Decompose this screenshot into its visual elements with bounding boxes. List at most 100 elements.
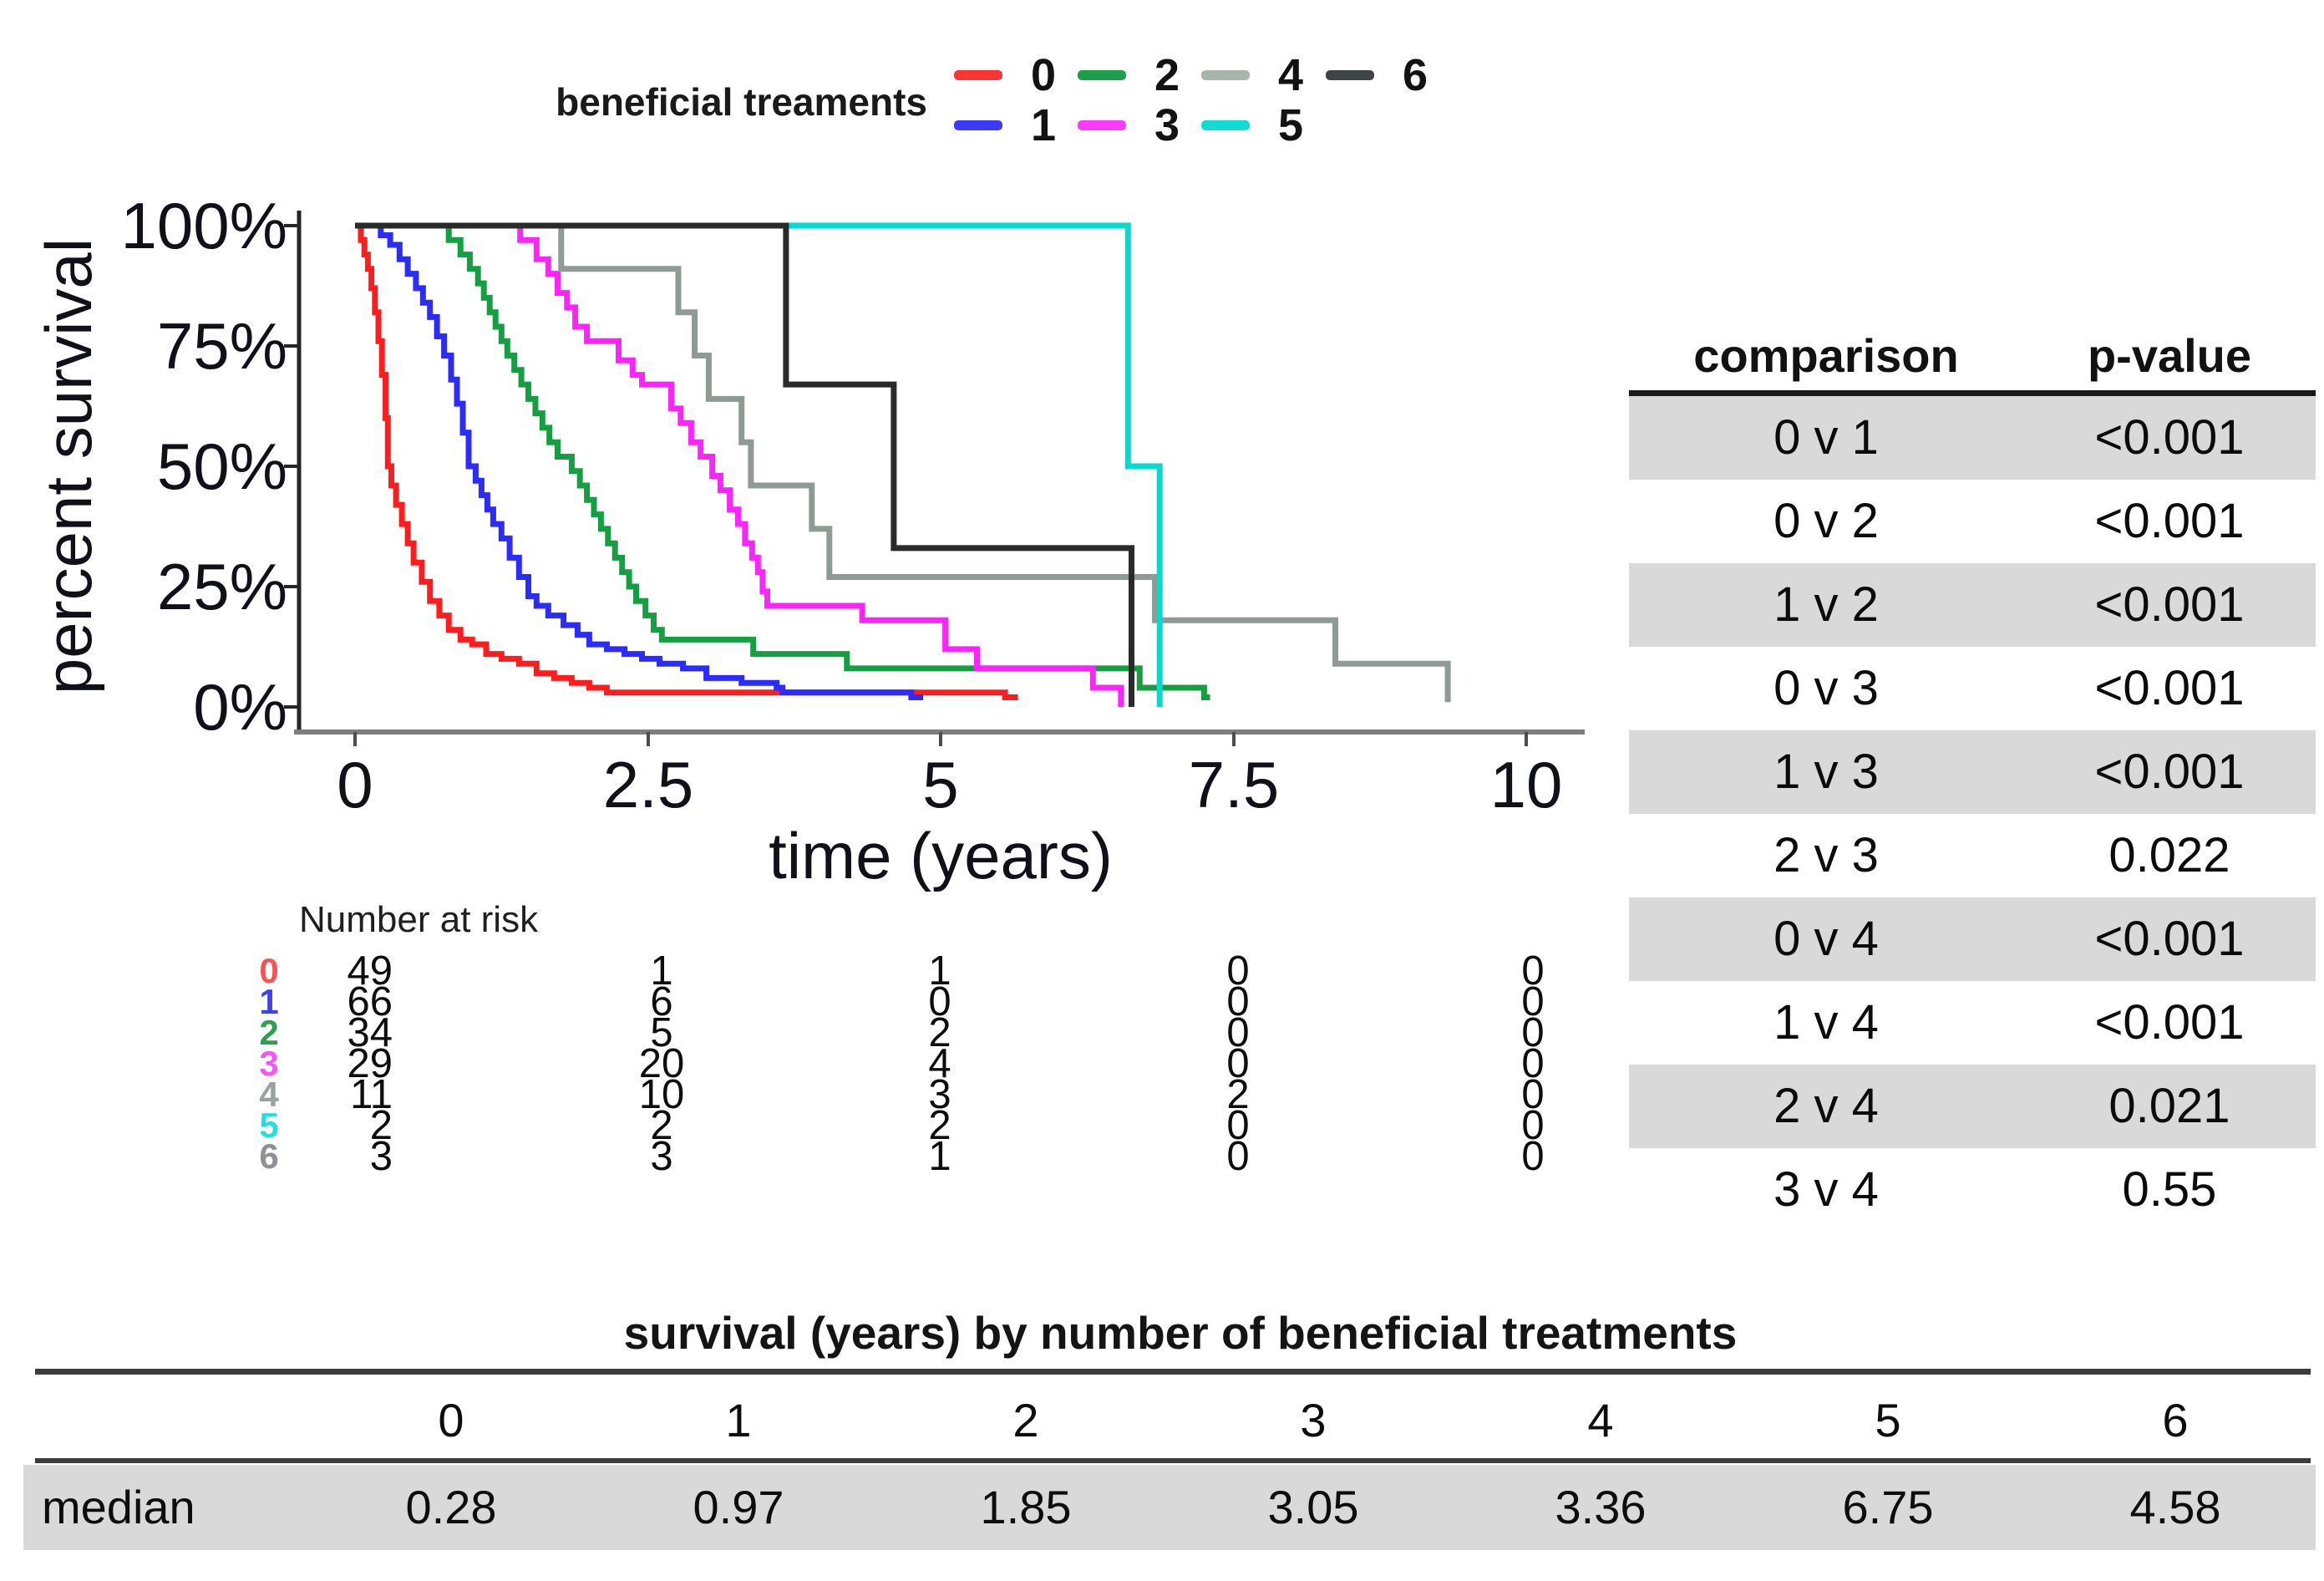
legend-item-2: 2: [1078, 48, 1180, 103]
y-axis-title: percent survival: [32, 237, 105, 695]
p-value-header-label: p-value: [2087, 329, 2252, 382]
comparison-row: 0 v 1 <0.001: [1629, 396, 2316, 480]
x-tick-label-5: 5: [922, 748, 959, 821]
p-value-cell: 0.022: [2108, 828, 2230, 882]
risk-count: 29: [347, 1041, 393, 1086]
x-tick-label-7p5: 7.5: [1188, 748, 1280, 821]
comparison-header-label: comparison: [1693, 329, 1959, 382]
risk-count: 0: [1226, 1010, 1250, 1055]
risk-count: 2: [650, 1103, 673, 1148]
risk-count: 5: [650, 1010, 673, 1055]
risk-row-0: 0 49 1 1 0 0: [0, 950, 1671, 992]
risk-count: 0: [1521, 1010, 1545, 1055]
comparison-cell: 1 v 2: [1773, 577, 1879, 632]
median-row-band: [23, 1465, 2316, 1550]
legend-swatch-2-icon: [1078, 70, 1126, 80]
legend-label-0: 0: [1031, 50, 1057, 100]
comparison-cell: 3 v 4: [1773, 1162, 1879, 1217]
legend-swatch-6-icon: [1326, 70, 1374, 80]
risk-count: 0: [1521, 979, 1545, 1024]
comparison-cell: 2 v 4: [1773, 1079, 1879, 1133]
km-curve-4: [355, 222, 1451, 703]
x-tick-label-2p5: 2.5: [602, 748, 694, 821]
comparison-row: 0 v 3 <0.001: [1629, 647, 2316, 730]
risk-count: 0: [1521, 1134, 1545, 1179]
legend-swatch-1-icon: [954, 120, 1002, 130]
p-value-cell: 0.021: [2108, 1079, 2230, 1133]
risk-count: 0: [1521, 1103, 1545, 1148]
comparison-row: 0 v 2 <0.001: [1629, 480, 2316, 563]
comparison-cell: 0 v 1: [1773, 410, 1879, 465]
risk-count: 2: [369, 1103, 393, 1148]
y-tick-label-75: 75%: [156, 309, 287, 383]
comparison-cell: 2 v 3: [1773, 828, 1879, 882]
km-curve-2: [355, 222, 1210, 700]
risk-count: 10: [638, 1072, 685, 1117]
risk-count: 0: [1226, 1134, 1250, 1179]
risk-row-6: 6 3 3 1 0 0: [0, 1136, 1671, 1177]
risk-row-3: 3 29 20 4 0 0: [0, 1043, 1671, 1085]
legend-swatch-4-icon: [1201, 70, 1250, 80]
risk-group-label: 4: [259, 1075, 279, 1114]
comparison-row: 2 v 3 0.022: [1629, 814, 2316, 897]
km-curves: [355, 222, 1451, 707]
x-tick-label-0: 0: [337, 748, 373, 821]
risk-count: 34: [347, 1010, 393, 1055]
median-col-header-0: 0: [438, 1394, 464, 1446]
median-col-header-2: 2: [1012, 1394, 1039, 1446]
p-value-cell: <0.001: [2094, 995, 2245, 1050]
median-col-header-1: 1: [725, 1394, 752, 1446]
median-value-5: 6.75: [1842, 1481, 1934, 1533]
comparison-row: 2 v 4 0.021: [1629, 1065, 2316, 1148]
x-tick-label-10: 10: [1489, 748, 1563, 821]
risk-group-label: 2: [259, 1013, 279, 1052]
p-value-cell: <0.001: [2094, 577, 2245, 632]
comparison-table-header: comparison p-value: [1629, 322, 2316, 390]
p-value-cell: <0.001: [2094, 912, 2245, 966]
median-col-header-3: 3: [1300, 1394, 1327, 1446]
legend-label-3: 3: [1154, 100, 1180, 150]
risk-count: 49: [347, 948, 393, 994]
legend-label-1: 1: [1031, 100, 1057, 150]
risk-count: 1: [928, 1134, 951, 1179]
risk-count: 3: [928, 1072, 951, 1117]
km-curve-5: [355, 222, 1163, 707]
comparison-row: 3 v 4 0.55: [1629, 1148, 2316, 1232]
km-curve-1: [355, 222, 923, 700]
risk-group-label: 0: [259, 951, 279, 990]
comparison-table-rule: [1629, 390, 2316, 396]
legend-item-0: 0: [954, 48, 1056, 103]
risk-group-label: 6: [259, 1136, 279, 1176]
legend-label-2: 2: [1154, 50, 1180, 100]
p-value-cell: <0.001: [2094, 494, 2245, 548]
risk-count: 1: [650, 948, 673, 994]
p-value-cell: <0.001: [2094, 410, 2245, 465]
risk-count: 20: [638, 1041, 685, 1086]
x-axis-title: time (years): [769, 819, 1113, 892]
risk-group-label: 1: [259, 982, 279, 1021]
y-tick-label-25: 25%: [156, 550, 287, 623]
median-value-0: 0.28: [405, 1481, 497, 1533]
km-curve-6: [355, 222, 1134, 707]
risk-row-5: 5 2 2 2 0 0: [0, 1105, 1671, 1146]
legend-item-4: 4: [1201, 48, 1303, 103]
comparison-cell: 1 v 3: [1773, 745, 1879, 799]
legend-label-4: 4: [1278, 50, 1304, 100]
median-row-label: median: [42, 1481, 195, 1533]
risk-count: 66: [347, 979, 393, 1024]
legend-swatch-3-icon: [1078, 120, 1126, 130]
comparison-cell: 0 v 3: [1773, 661, 1879, 715]
median-value-4: 3.36: [1555, 1481, 1647, 1533]
risk-count: 0: [1226, 948, 1250, 994]
risk-row-1: 1 66 6 0 0 0: [0, 981, 1671, 1023]
legend-item-5: 5: [1201, 98, 1303, 153]
risk-count: 0: [1226, 1103, 1250, 1148]
p-value-cell: <0.001: [2094, 661, 2245, 715]
comparison-cell: 1 v 4: [1773, 995, 1879, 1050]
risk-count: 0: [1521, 1072, 1545, 1117]
median-value-2: 1.85: [980, 1481, 1072, 1533]
km-curve-3: [355, 222, 1124, 707]
risk-row-2: 2 34 5 2 0 0: [0, 1012, 1671, 1054]
legend-item-3: 3: [1078, 98, 1180, 153]
